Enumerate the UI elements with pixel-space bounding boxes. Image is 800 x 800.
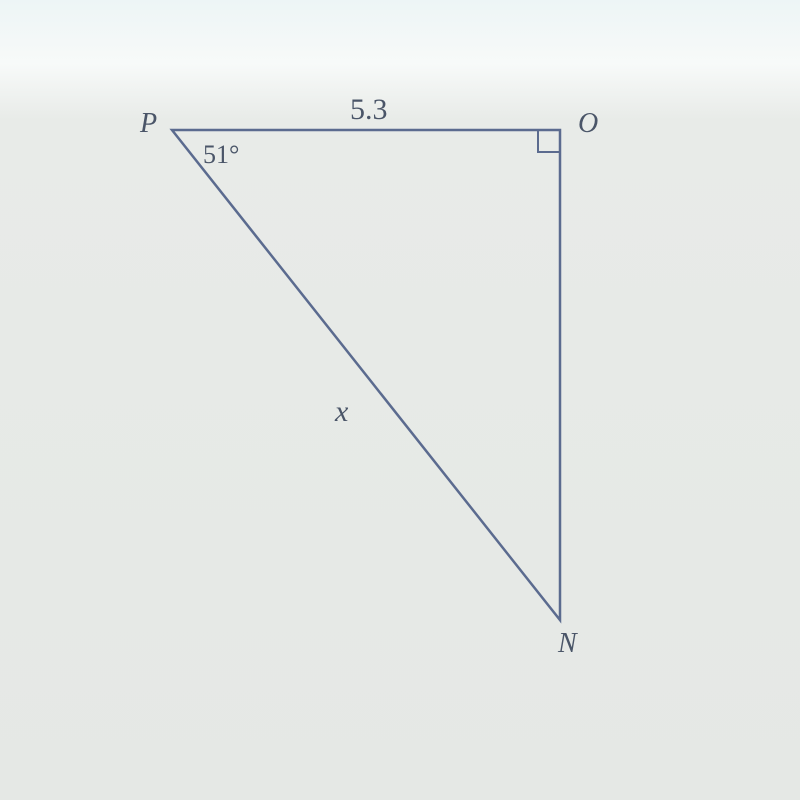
angle-label-p: 51° bbox=[203, 140, 239, 170]
side-label-pn: x bbox=[335, 395, 348, 429]
vertex-label-n: N bbox=[558, 628, 577, 660]
right-angle-marker bbox=[538, 130, 560, 152]
triangle-diagram: P O N 5.3 51° x bbox=[0, 0, 800, 800]
vertex-label-p: P bbox=[140, 108, 157, 140]
side-label-po: 5.3 bbox=[350, 93, 388, 127]
vertex-label-o: O bbox=[578, 108, 598, 140]
triangle-svg bbox=[0, 0, 800, 800]
triangle-shape bbox=[172, 130, 560, 620]
